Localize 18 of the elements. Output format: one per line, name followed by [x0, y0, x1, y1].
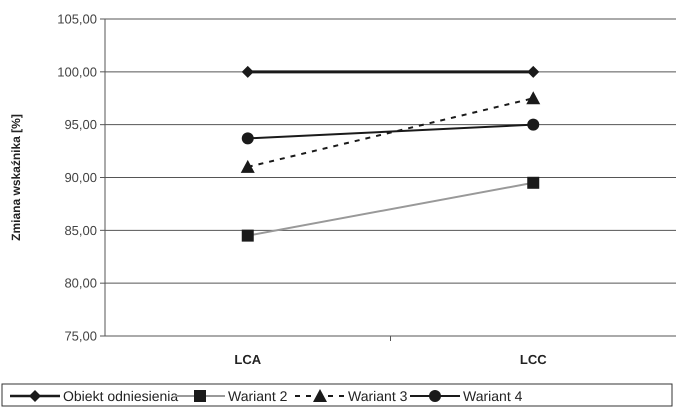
- x-tick-label: LCC: [520, 352, 548, 367]
- point: [242, 66, 254, 78]
- legend-label: Wariant 2: [228, 388, 288, 404]
- legend-label: Wariant 3: [348, 388, 408, 404]
- y-tick-label: 105,00: [57, 12, 97, 27]
- x-tick-label: LCA: [234, 352, 262, 367]
- y-tick-label: 85,00: [64, 222, 97, 238]
- legend-label: Obiekt odniesienia: [63, 388, 178, 404]
- y-tick-label: 80,00: [64, 276, 97, 291]
- y-axis-title: Zmiana wskaźnika [%]: [9, 114, 23, 241]
- point: [527, 118, 540, 131]
- y-tick-label: 90,00: [64, 170, 97, 186]
- y-tick-label: 95,00: [64, 117, 97, 132]
- legend-label: Wariant 4: [463, 388, 523, 404]
- point: [242, 132, 254, 144]
- point: [527, 66, 540, 78]
- y-tick-label: 75,00: [64, 328, 97, 344]
- y-tick-label: 100,00: [57, 64, 97, 80]
